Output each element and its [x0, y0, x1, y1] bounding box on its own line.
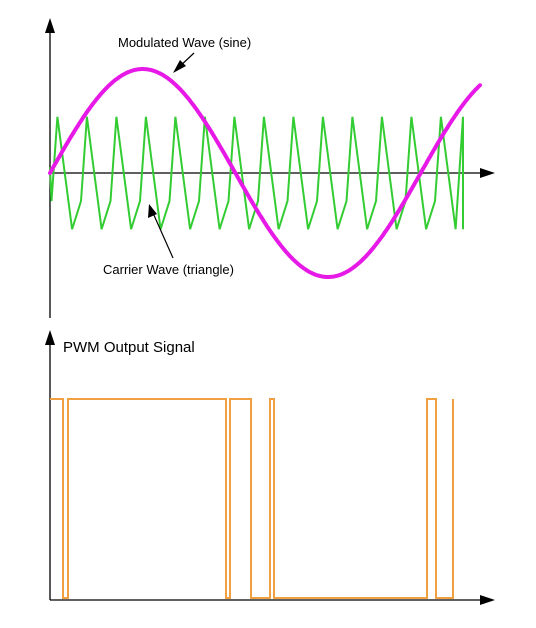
carrier-wave-label: Carrier Wave (triangle) [103, 262, 234, 277]
carrier-wave-pointer-arrowhead [148, 204, 157, 218]
pwm-output-signal [50, 398, 454, 599]
modulated-wave-label: Modulated Wave (sine) [118, 35, 251, 50]
bottom-x-axis-arrowhead [480, 595, 495, 605]
top-plot: Modulated Wave (sine) Carrier Wave (tria… [45, 18, 495, 318]
modulated-sine-wave [48, 67, 482, 279]
carrier-wave-pointer [152, 212, 174, 259]
carrier-triangle-wave [49, 116, 464, 230]
bottom-plot: PWM Output Signal [45, 330, 495, 605]
top-y-axis-arrowhead [45, 18, 55, 33]
pwm-output-label: PWM Output Signal [63, 339, 195, 356]
top-x-axis-arrowhead [480, 168, 495, 178]
bottom-y-axis-arrowhead [45, 330, 55, 345]
modulated-wave-pointer-arrowhead [173, 60, 186, 73]
